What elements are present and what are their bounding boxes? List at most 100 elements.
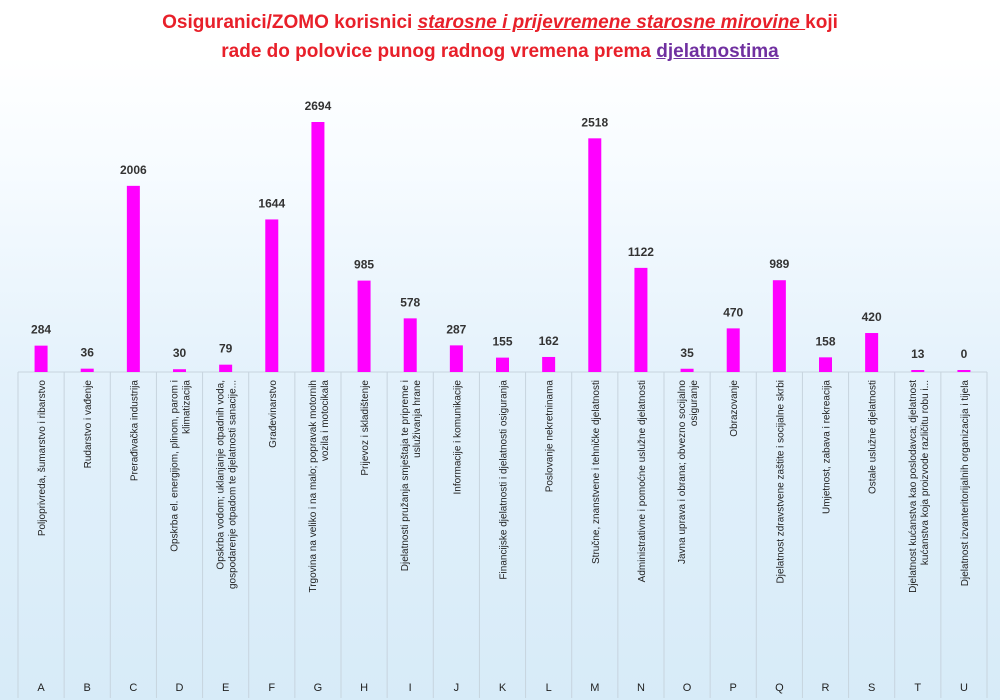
category-label-K: Financijske djelatnosti i djelatnosti os… — [499, 380, 510, 580]
category-label-T: Djelatnost kućanstva kao poslodavca; dje… — [908, 380, 931, 593]
title-text-2b[interactable]: djelatnostima — [656, 41, 779, 62]
data-label-Q: 989 — [769, 257, 789, 271]
category-code-P: P — [730, 682, 737, 694]
bar-T — [911, 370, 925, 372]
category-code-K: K — [499, 682, 507, 694]
category-label-R: Umjetnost, zabava i rekreacija — [822, 380, 833, 514]
category-code-A: A — [37, 682, 45, 694]
category-label-line: usluživanja hrane — [412, 380, 423, 458]
bar-A — [34, 345, 48, 372]
category-label-line: Građevinarstvo — [268, 380, 279, 448]
category-code-F: F — [268, 682, 275, 694]
data-label-E: 79 — [219, 342, 233, 356]
category-label-line: Poslovanje nekretninama — [545, 380, 556, 493]
category-code-O: O — [683, 682, 692, 694]
data-label-R: 158 — [815, 334, 835, 348]
category-label-Q: Djelatnost zdravstvene zaštite i socijal… — [775, 380, 786, 583]
bar-I — [403, 318, 417, 372]
bar-D — [173, 369, 186, 372]
category-label-line: klimatizacija — [182, 380, 193, 434]
data-label-U: 0 — [961, 347, 968, 361]
category-label-line: Trgovina na veliko i na malo; popravak m… — [308, 380, 319, 593]
category-label-line: Financijske djelatnosti i djelatnosti os… — [499, 380, 510, 580]
category-code-B: B — [84, 682, 91, 694]
data-label-D: 30 — [173, 346, 187, 360]
category-code-R: R — [822, 682, 830, 694]
bar-N — [634, 267, 648, 372]
category-code-C: C — [129, 682, 137, 694]
bar-G — [311, 122, 325, 372]
category-label-U: Djelatnost izvanteritorijalnih organizac… — [960, 380, 971, 587]
category-label-line: Prijevoz i skladištenje — [360, 380, 371, 476]
category-label-O: Javna uprava i obrana; obvezno socijalno… — [677, 380, 700, 564]
data-label-C: 2006 — [120, 163, 147, 177]
category-label-J: Informacije i komunikacije — [452, 380, 463, 495]
title-text-2a: rade do polovice punog radnog vremena pr… — [221, 41, 657, 62]
category-code-L: L — [546, 682, 552, 694]
category-label-L: Poslovanje nekretninama — [545, 380, 556, 493]
category-label-line: Opskrba el. energijom, plinom, parom i — [170, 380, 181, 552]
category-label-line: gospodarenje otpadom te djelatnosti sana… — [228, 380, 239, 589]
bar-C — [126, 185, 140, 372]
category-label-S: Ostale uslužne djelatnosti — [868, 380, 879, 494]
category-label-B: Rudarstvo i vađenje — [83, 380, 94, 469]
data-label-A: 284 — [31, 323, 51, 337]
category-label-line: osiguranje — [689, 380, 700, 427]
data-label-G: 2694 — [305, 99, 332, 113]
bar-H — [357, 280, 371, 372]
data-label-K: 155 — [492, 335, 512, 349]
data-label-P: 470 — [723, 305, 743, 319]
category-code-I: I — [409, 682, 412, 694]
category-label-line: Ostale uslužne djelatnosti — [868, 380, 879, 494]
bar-S — [865, 333, 879, 372]
category-label-line: Djelatnost zdravstvene zaštite i socijal… — [775, 380, 786, 583]
category-code-S: S — [868, 682, 875, 694]
category-label-line: Informacije i komunikacije — [452, 380, 463, 495]
bar-R — [819, 357, 832, 372]
category-label-D: Opskrba el. energijom, plinom, parom i kl… — [170, 380, 193, 552]
category-code-T: T — [914, 682, 921, 694]
bar-F — [265, 219, 279, 372]
bar-B — [80, 368, 94, 372]
category-label-line: Djelatnost izvanteritorijalnih organizac… — [960, 380, 971, 587]
category-label-I: Djelatnosti pružanja smještaja te pripre… — [400, 380, 423, 572]
data-label-F: 1644 — [258, 196, 285, 210]
category-code-Q: Q — [775, 682, 784, 694]
category-label-line: Rudarstvo i vađenje — [83, 380, 94, 469]
bar-E — [219, 364, 233, 372]
category-label-line: kućanstva koja proizvode različitu robu … — [920, 380, 931, 565]
data-label-S: 420 — [862, 310, 882, 324]
data-label-N: 1122 — [628, 245, 654, 259]
data-label-J: 287 — [446, 322, 466, 336]
chart-title: Osiguranici/ZOMO korisnici starosne i pr… — [0, 8, 1000, 66]
data-label-M: 2518 — [581, 115, 608, 129]
category-code-J: J — [454, 682, 460, 694]
category-label-M: Stručne, znanstvene i tehničke djelatnos… — [591, 380, 602, 564]
bar-L — [542, 356, 556, 372]
category-label-C: Prerađivačka industrija — [129, 380, 140, 482]
category-code-D: D — [176, 682, 184, 694]
bar-J — [449, 345, 463, 372]
category-label-line: vozila i motocikala — [320, 380, 331, 462]
data-label-T: 13 — [911, 347, 925, 361]
category-code-N: N — [637, 682, 645, 694]
title-text-1c: koji — [805, 12, 838, 33]
category-label-line: Djelatnost kućanstva kao poslodavca; dje… — [908, 380, 919, 593]
data-label-L: 162 — [539, 334, 559, 348]
category-code-E: E — [222, 682, 229, 694]
category-label-line: Umjetnost, zabava i rekreacija — [822, 380, 833, 514]
data-label-B: 36 — [81, 346, 95, 360]
category-code-H: H — [360, 682, 368, 694]
category-label-N: Administrativne i pomoćne uslužne djelat… — [637, 380, 648, 582]
category-label-line: Poljoprivreda, šumarstvo i ribarstvo — [37, 380, 48, 537]
bar-P — [726, 328, 740, 372]
bar-K — [496, 357, 509, 372]
title-line-2: rade do polovice punog radnog vremena pr… — [0, 37, 1000, 66]
category-label-E: Opskrba vodom; uklanjanje otpadnih voda,… — [216, 380, 239, 589]
category-label-line: Opskrba vodom; uklanjanje otpadnih voda, — [216, 380, 227, 570]
category-label-H: Prijevoz i skladištenje — [360, 380, 371, 476]
category-label-line: Administrativne i pomoćne uslužne djelat… — [637, 380, 648, 582]
category-label-line: Javna uprava i obrana; obvezno socijalno — [677, 380, 688, 564]
category-label-line: Stručne, znanstvene i tehničke djelatnos… — [591, 380, 602, 564]
